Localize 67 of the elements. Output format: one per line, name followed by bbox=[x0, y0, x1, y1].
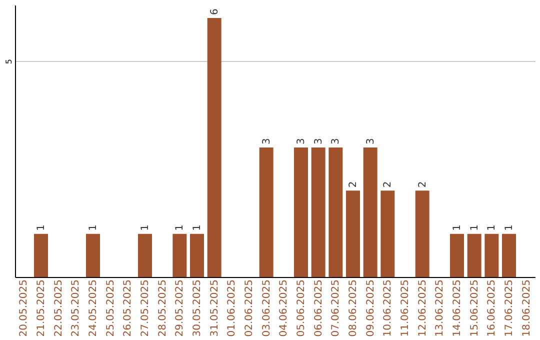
x-tick-label: 24.05.2025 bbox=[88, 280, 99, 337]
bar bbox=[311, 147, 326, 277]
x-tick-label: 05.06.2025 bbox=[296, 280, 307, 337]
data-label: 3 bbox=[313, 138, 324, 144]
data-label: 3 bbox=[365, 138, 376, 144]
x-tick-label: 11.06.2025 bbox=[400, 280, 411, 337]
bar bbox=[259, 147, 274, 277]
data-label: 3 bbox=[261, 138, 272, 144]
x-tick-label: 04.06.2025 bbox=[278, 280, 290, 337]
x-tick-label: 27.05.2025 bbox=[140, 280, 151, 337]
x-tick-label: 15.06.2025 bbox=[469, 280, 480, 337]
bar bbox=[328, 147, 343, 277]
data-label: 2 bbox=[417, 181, 428, 188]
bar bbox=[190, 234, 204, 277]
x-tick-label: 21.05.2025 bbox=[36, 280, 47, 337]
x-tick-label: 12.06.2025 bbox=[417, 280, 428, 337]
data-label: 2 bbox=[382, 181, 394, 188]
x-tick-label: 18.06.2025 bbox=[521, 280, 532, 337]
x-tick-label: 28.05.2025 bbox=[157, 280, 168, 337]
x-tick-label: 09.06.2025 bbox=[365, 280, 376, 337]
data-label: 2 bbox=[348, 181, 359, 188]
bar bbox=[207, 18, 222, 277]
data-label: 6 bbox=[209, 8, 220, 15]
x-tick-label: 22.05.2025 bbox=[53, 280, 64, 337]
bar bbox=[86, 234, 100, 277]
x-tick-label: 01.06.2025 bbox=[226, 280, 238, 337]
bar bbox=[294, 147, 308, 277]
data-label: 1 bbox=[452, 224, 463, 231]
data-label: 1 bbox=[192, 224, 203, 231]
x-tick-label: 25.05.2025 bbox=[105, 280, 116, 337]
bar bbox=[484, 234, 499, 277]
data-label: 1 bbox=[88, 224, 99, 231]
bar bbox=[415, 190, 430, 277]
data-label: 1 bbox=[140, 224, 151, 231]
bar bbox=[380, 190, 395, 277]
x-tick-label: 29.05.2025 bbox=[174, 280, 186, 337]
x-tick-label: 02.06.2025 bbox=[244, 280, 255, 337]
bar bbox=[502, 234, 516, 277]
bar bbox=[138, 234, 152, 277]
data-label: 1 bbox=[174, 224, 186, 231]
data-label: 1 bbox=[36, 224, 47, 231]
x-tick-label: 17.06.2025 bbox=[504, 280, 515, 337]
bar bbox=[450, 234, 464, 277]
data-label: 1 bbox=[469, 224, 480, 231]
x-tick-label: 30.05.2025 bbox=[192, 280, 203, 337]
bar bbox=[467, 234, 482, 277]
data-label: 3 bbox=[296, 138, 307, 144]
x-tick-label: 03.06.2025 bbox=[261, 280, 272, 337]
data-label: 3 bbox=[330, 138, 342, 144]
bar bbox=[346, 190, 360, 277]
x-tick-label: 10.06.2025 bbox=[382, 280, 394, 337]
x-tick-label: 23.05.2025 bbox=[70, 280, 82, 337]
x-tick-label: 06.06.2025 bbox=[313, 280, 324, 337]
x-tick-label: 26.05.2025 bbox=[122, 280, 134, 337]
x-tick-label: 14.06.2025 bbox=[452, 280, 463, 337]
x-tick-label: 31.05.2025 bbox=[209, 280, 220, 337]
data-label: 1 bbox=[504, 224, 515, 231]
x-tick-label: 20.05.2025 bbox=[18, 280, 30, 337]
bar bbox=[34, 234, 48, 277]
x-tick-label: 07.06.2025 bbox=[330, 280, 342, 337]
bar bbox=[363, 147, 378, 277]
data-label: 1 bbox=[486, 224, 498, 231]
x-tick-label: 16.06.2025 bbox=[486, 280, 498, 337]
x-tick-label: 08.06.2025 bbox=[348, 280, 359, 337]
x-tick-label: 13.06.2025 bbox=[434, 280, 446, 337]
bar bbox=[172, 234, 187, 277]
y-tick-label: 5 bbox=[4, 59, 14, 64]
